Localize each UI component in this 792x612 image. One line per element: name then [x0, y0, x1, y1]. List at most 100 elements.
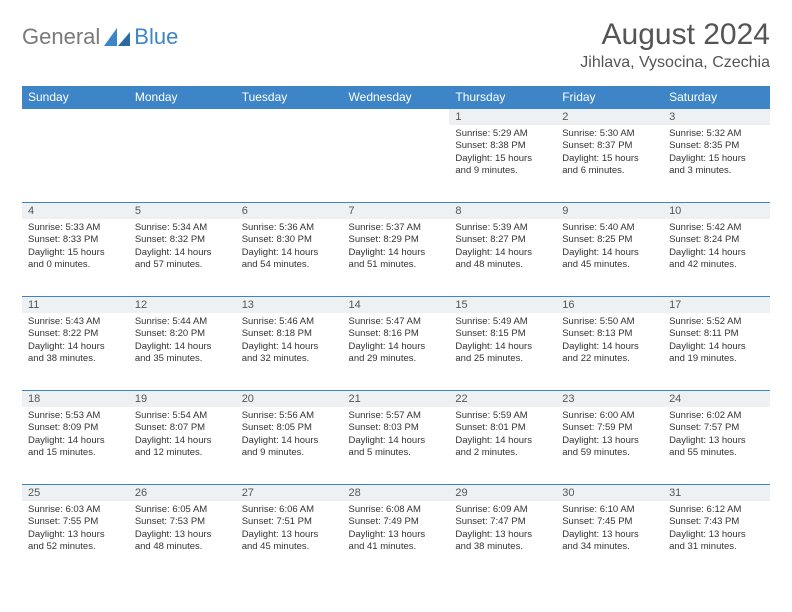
sunrise-text: Sunrise: 5:29 AM — [455, 128, 550, 140]
sunrise-text: Sunrise: 5:56 AM — [242, 410, 337, 422]
day-number: 23 — [556, 391, 663, 407]
daylight-text: Daylight: 14 hours and 25 minutes. — [455, 341, 550, 366]
weekday-friday: Friday — [556, 86, 663, 109]
day-cell: 7Sunrise: 5:37 AMSunset: 8:29 PMDaylight… — [343, 203, 450, 297]
day-body: Sunrise: 5:57 AMSunset: 8:03 PMDaylight:… — [343, 407, 450, 463]
daylight-text: Daylight: 15 hours and 6 minutes. — [562, 153, 657, 178]
day-cell: 28Sunrise: 6:08 AMSunset: 7:49 PMDayligh… — [343, 485, 450, 579]
day-cell: 15Sunrise: 5:49 AMSunset: 8:15 PMDayligh… — [449, 297, 556, 391]
day-body: Sunrise: 5:43 AMSunset: 8:22 PMDaylight:… — [22, 313, 129, 369]
weekday-monday: Monday — [129, 86, 236, 109]
day-body: Sunrise: 5:53 AMSunset: 8:09 PMDaylight:… — [22, 407, 129, 463]
daylight-text: Daylight: 14 hours and 48 minutes. — [455, 247, 550, 272]
daylight-text: Daylight: 13 hours and 41 minutes. — [349, 529, 444, 554]
day-cell: 17Sunrise: 5:52 AMSunset: 8:11 PMDayligh… — [663, 297, 770, 391]
day-body: Sunrise: 6:05 AMSunset: 7:53 PMDaylight:… — [129, 501, 236, 557]
day-cell: 22Sunrise: 5:59 AMSunset: 8:01 PMDayligh… — [449, 391, 556, 485]
day-body: Sunrise: 5:29 AMSunset: 8:38 PMDaylight:… — [449, 125, 556, 181]
day-body: Sunrise: 6:10 AMSunset: 7:45 PMDaylight:… — [556, 501, 663, 557]
day-cell: 13Sunrise: 5:46 AMSunset: 8:18 PMDayligh… — [236, 297, 343, 391]
daylight-text: Daylight: 13 hours and 55 minutes. — [669, 435, 764, 460]
day-cell: 18Sunrise: 5:53 AMSunset: 8:09 PMDayligh… — [22, 391, 129, 485]
sunrise-text: Sunrise: 6:08 AM — [349, 504, 444, 516]
day-cell: 11Sunrise: 5:43 AMSunset: 8:22 PMDayligh… — [22, 297, 129, 391]
day-cell: 25Sunrise: 6:03 AMSunset: 7:55 PMDayligh… — [22, 485, 129, 579]
day-body: Sunrise: 5:34 AMSunset: 8:32 PMDaylight:… — [129, 219, 236, 275]
daylight-text: Daylight: 13 hours and 38 minutes. — [455, 529, 550, 554]
sunset-text: Sunset: 7:55 PM — [28, 516, 123, 528]
sunrise-text: Sunrise: 5:57 AM — [349, 410, 444, 422]
daylight-text: Daylight: 14 hours and 12 minutes. — [135, 435, 230, 460]
day-number: 21 — [343, 391, 450, 407]
sunset-text: Sunset: 8:01 PM — [455, 422, 550, 434]
day-body: Sunrise: 6:08 AMSunset: 7:49 PMDaylight:… — [343, 501, 450, 557]
sunset-text: Sunset: 8:29 PM — [349, 234, 444, 246]
day-number: 5 — [129, 203, 236, 219]
day-body: Sunrise: 5:54 AMSunset: 8:07 PMDaylight:… — [129, 407, 236, 463]
sunset-text: Sunset: 8:35 PM — [669, 140, 764, 152]
day-cell: 16Sunrise: 5:50 AMSunset: 8:13 PMDayligh… — [556, 297, 663, 391]
week-row: 25Sunrise: 6:03 AMSunset: 7:55 PMDayligh… — [22, 485, 770, 579]
sunset-text: Sunset: 8:37 PM — [562, 140, 657, 152]
sunrise-text: Sunrise: 6:02 AM — [669, 410, 764, 422]
sunrise-text: Sunrise: 5:37 AM — [349, 222, 444, 234]
day-cell: 23Sunrise: 6:00 AMSunset: 7:59 PMDayligh… — [556, 391, 663, 485]
day-cell: 3Sunrise: 5:32 AMSunset: 8:35 PMDaylight… — [663, 109, 770, 203]
sunrise-text: Sunrise: 5:46 AM — [242, 316, 337, 328]
sunset-text: Sunset: 7:49 PM — [349, 516, 444, 528]
day-number: 8 — [449, 203, 556, 219]
day-number: 1 — [449, 109, 556, 125]
day-cell: 12Sunrise: 5:44 AMSunset: 8:20 PMDayligh… — [129, 297, 236, 391]
daylight-text: Daylight: 13 hours and 59 minutes. — [562, 435, 657, 460]
day-number: 26 — [129, 485, 236, 501]
sunrise-text: Sunrise: 5:36 AM — [242, 222, 337, 234]
daylight-text: Daylight: 13 hours and 45 minutes. — [242, 529, 337, 554]
sunrise-text: Sunrise: 5:40 AM — [562, 222, 657, 234]
daylight-text: Daylight: 14 hours and 32 minutes. — [242, 341, 337, 366]
daylight-text: Daylight: 13 hours and 31 minutes. — [669, 529, 764, 554]
day-body: Sunrise: 5:49 AMSunset: 8:15 PMDaylight:… — [449, 313, 556, 369]
sunrise-text: Sunrise: 6:10 AM — [562, 504, 657, 516]
daylight-text: Daylight: 14 hours and 42 minutes. — [669, 247, 764, 272]
logo-sail-icon — [104, 28, 130, 46]
sunrise-text: Sunrise: 5:53 AM — [28, 410, 123, 422]
sunrise-text: Sunrise: 5:44 AM — [135, 316, 230, 328]
day-cell: 27Sunrise: 6:06 AMSunset: 7:51 PMDayligh… — [236, 485, 343, 579]
week-row: 11Sunrise: 5:43 AMSunset: 8:22 PMDayligh… — [22, 297, 770, 391]
day-body: Sunrise: 6:00 AMSunset: 7:59 PMDaylight:… — [556, 407, 663, 463]
daylight-text: Daylight: 14 hours and 29 minutes. — [349, 341, 444, 366]
sunset-text: Sunset: 8:16 PM — [349, 328, 444, 340]
day-number: 30 — [556, 485, 663, 501]
logo-text-blue: Blue — [134, 24, 178, 50]
sunset-text: Sunset: 8:24 PM — [669, 234, 764, 246]
day-cell: 29Sunrise: 6:09 AMSunset: 7:47 PMDayligh… — [449, 485, 556, 579]
daylight-text: Daylight: 14 hours and 35 minutes. — [135, 341, 230, 366]
logo: General Blue — [22, 24, 178, 50]
location-label: Jihlava, Vysocina, Czechia — [580, 54, 770, 72]
calendar-body: 1Sunrise: 5:29 AMSunset: 8:38 PMDaylight… — [22, 109, 770, 579]
sunrise-text: Sunrise: 6:03 AM — [28, 504, 123, 516]
sunset-text: Sunset: 7:59 PM — [562, 422, 657, 434]
sunset-text: Sunset: 8:38 PM — [455, 140, 550, 152]
daylight-text: Daylight: 15 hours and 3 minutes. — [669, 153, 764, 178]
day-number: 29 — [449, 485, 556, 501]
daylight-text: Daylight: 15 hours and 0 minutes. — [28, 247, 123, 272]
day-number: 4 — [22, 203, 129, 219]
sunset-text: Sunset: 8:05 PM — [242, 422, 337, 434]
day-cell — [343, 109, 450, 203]
day-cell: 26Sunrise: 6:05 AMSunset: 7:53 PMDayligh… — [129, 485, 236, 579]
day-cell: 30Sunrise: 6:10 AMSunset: 7:45 PMDayligh… — [556, 485, 663, 579]
sunrise-text: Sunrise: 5:43 AM — [28, 316, 123, 328]
daylight-text: Daylight: 13 hours and 48 minutes. — [135, 529, 230, 554]
day-body: Sunrise: 5:56 AMSunset: 8:05 PMDaylight:… — [236, 407, 343, 463]
sunset-text: Sunset: 7:57 PM — [669, 422, 764, 434]
sunrise-text: Sunrise: 5:54 AM — [135, 410, 230, 422]
daylight-text: Daylight: 14 hours and 38 minutes. — [28, 341, 123, 366]
sunset-text: Sunset: 8:07 PM — [135, 422, 230, 434]
day-number: 27 — [236, 485, 343, 501]
sunrise-text: Sunrise: 5:59 AM — [455, 410, 550, 422]
sunset-text: Sunset: 8:22 PM — [28, 328, 123, 340]
day-body: Sunrise: 6:02 AMSunset: 7:57 PMDaylight:… — [663, 407, 770, 463]
day-body: Sunrise: 5:33 AMSunset: 8:33 PMDaylight:… — [22, 219, 129, 275]
day-number: 3 — [663, 109, 770, 125]
